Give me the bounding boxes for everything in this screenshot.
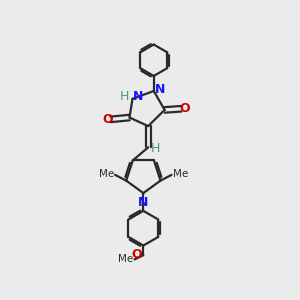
Text: Me: Me [118,254,134,264]
Text: H: H [119,91,129,103]
Text: N: N [138,196,148,209]
Text: O: O [132,248,142,261]
Text: N: N [133,91,143,103]
Text: Me: Me [173,169,188,179]
Text: H: H [150,142,160,155]
Text: O: O [179,102,190,115]
Text: O: O [102,113,112,126]
Text: Me: Me [99,169,114,179]
Text: N: N [155,83,165,96]
